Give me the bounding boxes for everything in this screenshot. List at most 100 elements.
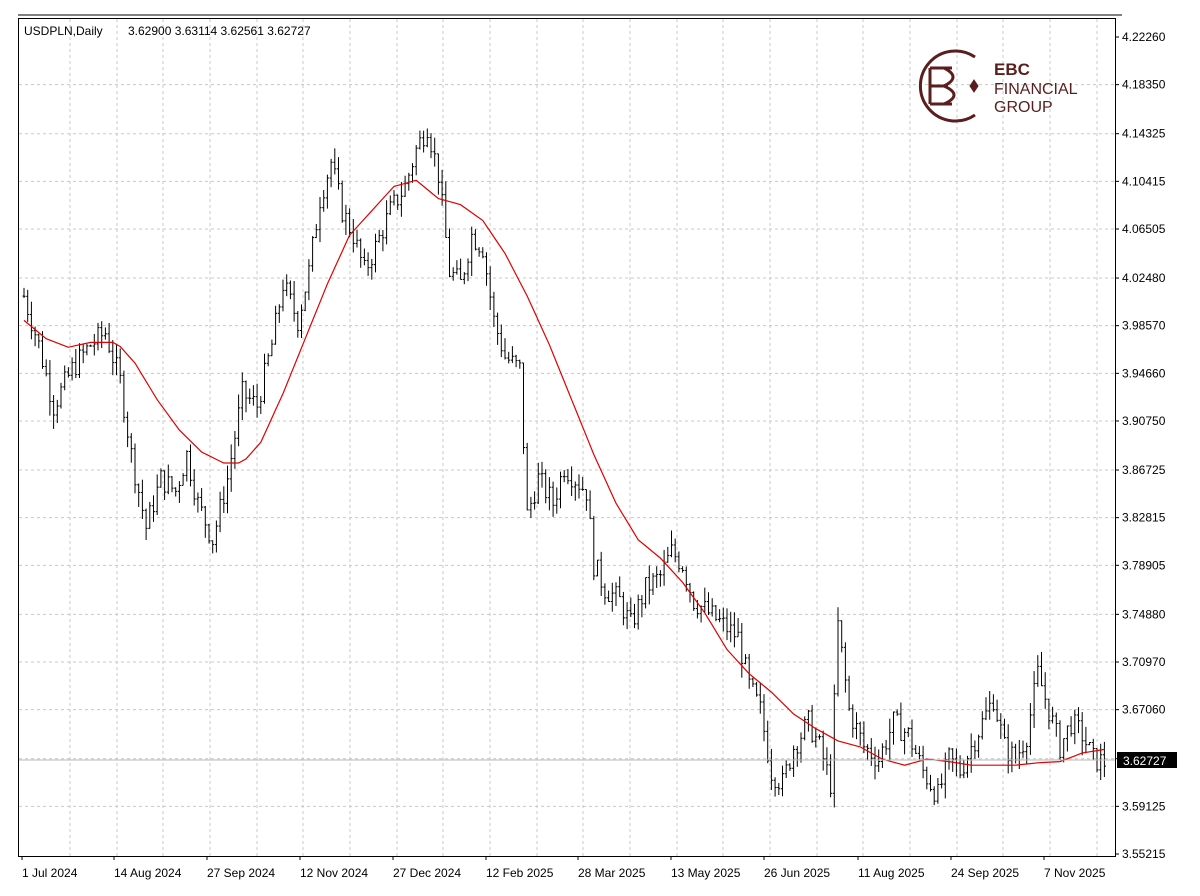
ohlc-bars	[22, 128, 1106, 808]
ohlc-bar	[1065, 725, 1069, 752]
ohlc-bar	[592, 515, 596, 581]
ohlc-bar	[966, 755, 969, 778]
x-tick-label: 27 Dec 2024	[393, 866, 461, 880]
ohlc-bar	[703, 587, 707, 613]
ohlc-bar	[544, 469, 548, 504]
ohlc-bar	[677, 551, 681, 573]
ohlc-bar	[240, 372, 244, 421]
ohlc-bar	[74, 348, 78, 379]
ohlc-bar	[843, 642, 847, 693]
x-tick-label: 11 Aug 2025	[858, 866, 925, 880]
ohlc-bar	[947, 747, 951, 770]
ohlc-bar	[777, 782, 781, 795]
y-tick-label: 4.18350	[1122, 78, 1166, 92]
ohlc-bar	[621, 591, 625, 626]
ohlc-bar	[196, 492, 200, 513]
ohlc-bar	[732, 612, 736, 648]
ohlc-bar	[129, 433, 133, 463]
ohlc-bar	[736, 617, 740, 638]
ohlc-bar	[584, 489, 588, 511]
ohlc-bar	[277, 304, 281, 323]
ohlc-bar	[1021, 740, 1025, 758]
ohlc-bar	[29, 301, 33, 340]
ohlc-bar	[725, 608, 729, 641]
ohlc-bar	[651, 573, 655, 596]
ohlc-bar	[917, 746, 921, 760]
ohlc-bar	[1006, 724, 1010, 774]
ohlc-bar	[177, 481, 181, 503]
ohlc-bar	[707, 592, 710, 616]
y-tick-label: 3.82815	[1122, 511, 1166, 525]
ohlc-bar	[211, 540, 215, 554]
ohlc-bar	[729, 611, 733, 643]
ohlc-bar	[781, 765, 784, 797]
ohlc-bar	[529, 496, 533, 518]
ohlc-bar	[880, 743, 884, 768]
ohlc-bar	[988, 691, 992, 720]
ohlc-bar	[799, 732, 803, 763]
y-tick-label: 3.98570	[1122, 319, 1166, 333]
ohlc-bar	[503, 338, 507, 360]
ohlc-bar	[1003, 718, 1006, 739]
ohlc-bar	[832, 684, 836, 808]
ohlc-bar	[152, 495, 155, 522]
ohlc-bar	[984, 697, 988, 721]
x-tick-label: 12 Nov 2024	[300, 866, 368, 880]
ohlc-bar	[155, 474, 159, 516]
ohlc-bar	[133, 443, 137, 494]
x-tick-label: 27 Sep 2024	[207, 866, 275, 880]
ohlc-bar	[418, 130, 422, 150]
ohlc-bar	[932, 786, 936, 806]
ohlc-bar	[862, 721, 866, 753]
ohlc-bar	[821, 730, 825, 771]
ohlc-bar	[766, 720, 770, 764]
ohlc-bar	[895, 709, 899, 716]
ohlc-bar	[251, 385, 255, 406]
ohlc-bar	[906, 727, 910, 738]
y-tick-label: 4.22260	[1122, 30, 1166, 44]
ohlc-bar	[940, 773, 944, 789]
ohlc-bar	[374, 233, 377, 273]
plot-frame	[18, 18, 1116, 857]
y-tick-label: 4.02480	[1122, 271, 1166, 285]
ohlc-bar	[747, 653, 751, 689]
ohlc-bar	[1010, 741, 1014, 773]
x-tick-label: 28 Mar 2025	[578, 866, 646, 880]
ohlc-bar	[244, 380, 248, 413]
ohlc-bar	[59, 382, 63, 409]
ohlc-bar	[1028, 703, 1032, 755]
ohlc-bar	[140, 479, 144, 519]
y-tick-label: 3.94660	[1122, 366, 1166, 380]
ohlc-bar	[692, 591, 696, 611]
ohlc-bar	[414, 144, 418, 176]
ohlc-bar	[325, 174, 329, 209]
ohlc-bar	[422, 130, 426, 153]
ohlc-bar	[470, 226, 474, 276]
ohlc-bar	[259, 396, 263, 414]
ohlc-bar	[566, 469, 570, 485]
current-price-label: 3.62727	[1123, 754, 1167, 768]
ohlc-bar	[562, 470, 566, 483]
ohlc-bar	[81, 344, 85, 364]
x-tick-label: 7 Nov 2025	[1044, 866, 1106, 880]
ohlc-bar	[640, 595, 644, 618]
ohlc-bar	[425, 128, 429, 148]
ohlc-bar	[555, 487, 559, 514]
ohlc-bar	[429, 133, 433, 159]
ohlc-bar	[551, 481, 555, 517]
ohlc-bar	[370, 258, 374, 280]
ohlc-bar	[181, 473, 185, 486]
ohlc-bar	[333, 148, 337, 175]
ohlc-bar	[89, 344, 93, 347]
ohlc-bar	[629, 597, 633, 618]
ohlc-bar	[636, 594, 640, 630]
ohlc-bar	[1099, 743, 1103, 781]
ohlc-bar	[666, 546, 670, 563]
ohlc-bar	[52, 394, 56, 429]
ohlc-bar	[66, 367, 70, 378]
ohlc-bar	[973, 740, 977, 759]
ohlc-bar	[462, 272, 466, 285]
ohlc-bar	[969, 733, 973, 773]
y-tick-label: 3.67060	[1122, 703, 1166, 717]
